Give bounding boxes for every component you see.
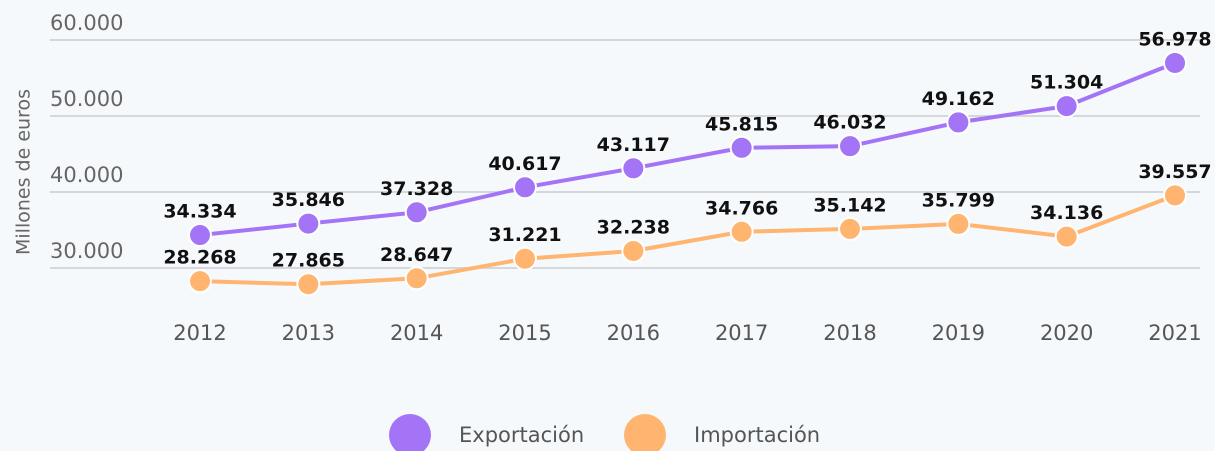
x-tick-label: 2012 [173, 321, 226, 345]
x-tick-label: 2013 [282, 321, 335, 345]
data-label: 51.304 [1030, 72, 1103, 94]
data-label: 45.815 [705, 113, 778, 135]
x-tick-label: 2015 [498, 321, 551, 345]
legend-label: Exportación [459, 423, 584, 447]
series-line [199, 193, 1176, 287]
x-tick-label: 2021 [1148, 321, 1201, 345]
data-label: 39.557 [1138, 161, 1211, 183]
data-label: 27.865 [272, 250, 345, 272]
data-point [404, 200, 429, 225]
data-point [729, 219, 754, 244]
data-label: 34.766 [705, 197, 778, 219]
x-tick-label: 2018 [823, 321, 876, 345]
data-label: 34.136 [1030, 202, 1103, 224]
legend-label: Importación [694, 423, 820, 447]
data-point [1054, 94, 1079, 119]
data-point [621, 156, 646, 181]
data-point [838, 216, 862, 241]
data-point [513, 175, 537, 200]
data-label: 35.846 [272, 189, 345, 211]
x-tick-label: 2019 [932, 321, 985, 345]
data-label: 34.334 [163, 201, 236, 223]
data-label: 28.647 [380, 244, 453, 266]
legend-marker [389, 414, 431, 451]
data-label: 43.117 [597, 134, 670, 156]
data-point [838, 134, 862, 159]
data-point [1054, 224, 1079, 249]
data-label: 40.617 [488, 153, 561, 175]
x-tick-label: 2017 [715, 321, 768, 345]
data-label: 37.328 [380, 178, 453, 200]
data-point [188, 269, 212, 294]
y-tick-label: 60.000 [50, 11, 123, 35]
data-label: 35.799 [922, 189, 995, 211]
data-point [1163, 183, 1187, 208]
y-tick-label: 50.000 [50, 87, 123, 111]
data-label: 28.268 [163, 247, 236, 269]
data-label: 35.142 [813, 194, 886, 216]
data-point [404, 266, 429, 291]
y-tick-label: 30.000 [50, 239, 123, 263]
data-label: 46.032 [813, 112, 886, 134]
data-point [621, 238, 646, 263]
data-point [513, 246, 537, 271]
data-point [296, 272, 321, 297]
data-point [946, 110, 971, 135]
data-point [296, 211, 321, 236]
data-point [729, 135, 754, 160]
legend-marker [624, 414, 666, 451]
data-point [188, 223, 212, 248]
data-label: 31.221 [488, 224, 561, 246]
series-line [199, 61, 1176, 238]
data-label: 49.162 [922, 88, 995, 110]
y-tick-label: 40.000 [50, 163, 123, 187]
y-axis-title: Millones de euros [13, 89, 35, 255]
data-point [1163, 50, 1187, 75]
data-label: 32.238 [597, 216, 670, 238]
data-point [946, 211, 971, 236]
x-tick-label: 2016 [607, 321, 660, 345]
x-tick-label: 2020 [1040, 321, 1093, 345]
data-label: 56.978 [1138, 28, 1211, 50]
x-tick-label: 2014 [390, 321, 443, 345]
